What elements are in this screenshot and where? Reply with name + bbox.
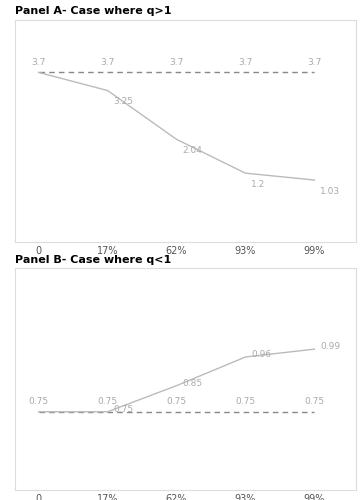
Text: 1.03: 1.03 bbox=[320, 186, 340, 196]
Text: 0.75: 0.75 bbox=[113, 405, 133, 414]
Text: 3.7: 3.7 bbox=[307, 58, 322, 67]
Text: 0.75: 0.75 bbox=[98, 397, 118, 406]
Text: 3.7: 3.7 bbox=[101, 58, 115, 67]
Text: 1.2: 1.2 bbox=[251, 180, 265, 189]
Legend: Market to Book of Equity, Tobin Q: Market to Book of Equity, Tobin Q bbox=[89, 288, 281, 304]
Text: 0.96: 0.96 bbox=[251, 350, 271, 360]
Text: 2.04: 2.04 bbox=[182, 146, 202, 155]
Text: 3.7: 3.7 bbox=[169, 58, 184, 67]
Text: 0.99: 0.99 bbox=[320, 342, 340, 351]
Text: 0.85: 0.85 bbox=[182, 379, 202, 388]
Text: 0.75: 0.75 bbox=[235, 397, 256, 406]
Text: Panel B- Case where q<1: Panel B- Case where q<1 bbox=[15, 254, 171, 264]
Text: 3.7: 3.7 bbox=[238, 58, 253, 67]
Text: Panel A- Case where q>1: Panel A- Case where q>1 bbox=[15, 6, 171, 16]
Text: 0.75: 0.75 bbox=[167, 397, 187, 406]
Text: 3.25: 3.25 bbox=[113, 97, 133, 106]
Text: 3.7: 3.7 bbox=[32, 58, 46, 67]
Text: 0.75: 0.75 bbox=[304, 397, 325, 406]
Text: 0.75: 0.75 bbox=[29, 397, 49, 406]
